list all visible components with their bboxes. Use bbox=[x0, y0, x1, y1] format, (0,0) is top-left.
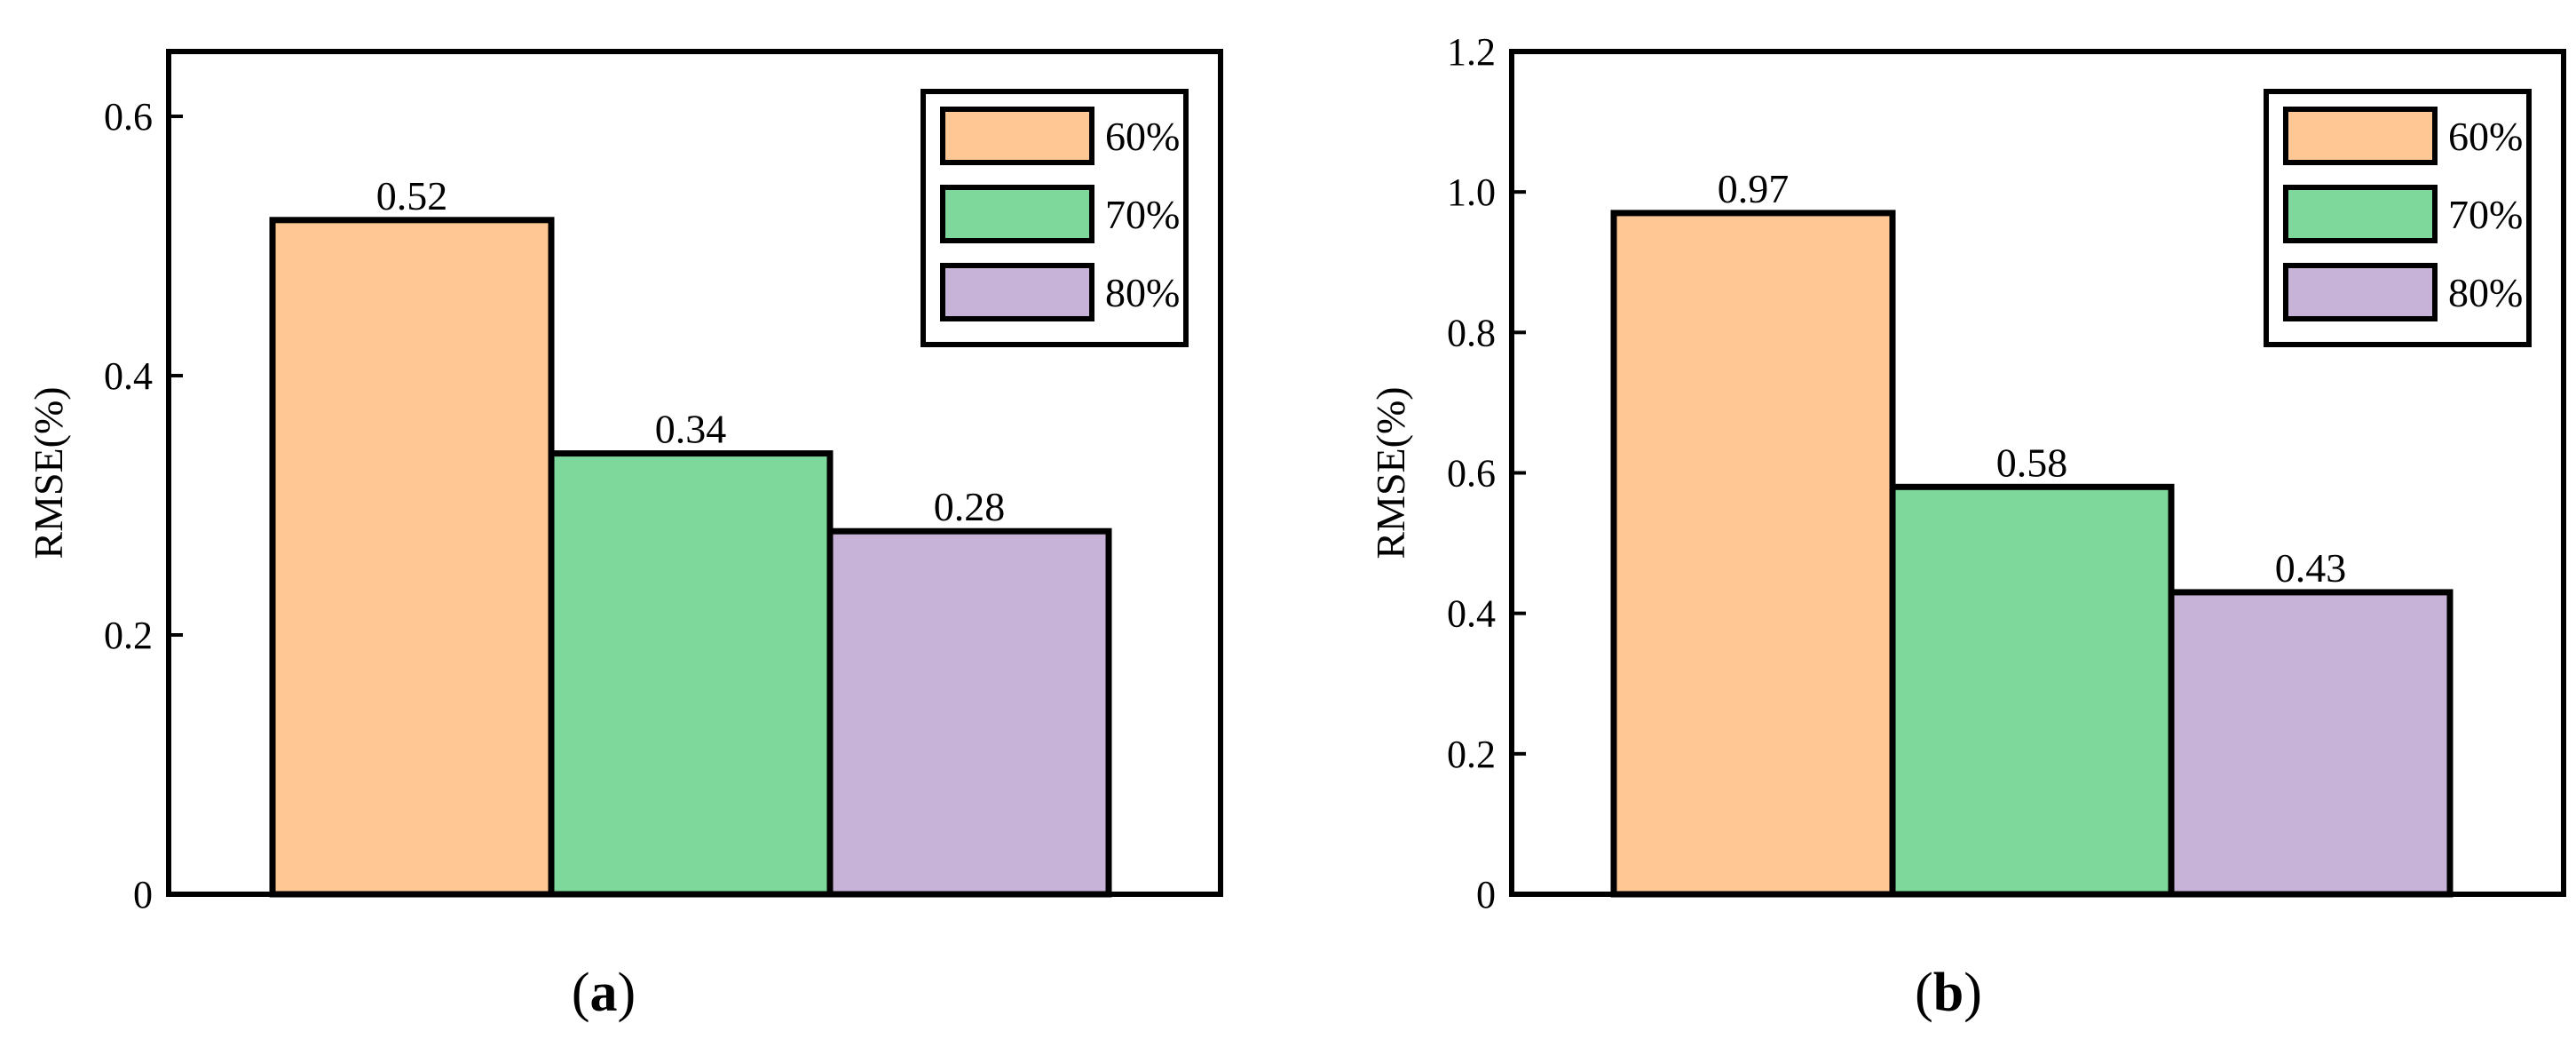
y-axis-title: RMSE(%) bbox=[26, 386, 71, 559]
legend-label: 70% bbox=[1105, 192, 1180, 237]
legend-swatch bbox=[2283, 107, 2438, 165]
y-tick-label: 0.6 bbox=[1447, 452, 1496, 496]
bar-80pct bbox=[826, 527, 1112, 898]
bar-70pct bbox=[1889, 483, 2175, 898]
legend-swatch bbox=[940, 263, 1094, 321]
y-tick-label: 0.4 bbox=[1447, 592, 1496, 636]
panel-label: (a) bbox=[572, 963, 636, 1023]
legend-label: 80% bbox=[1105, 270, 1180, 315]
y-tick-label: 0.6 bbox=[104, 95, 153, 139]
legend: 60% 70% 80% bbox=[921, 89, 1189, 347]
chart-panel-b: 0.97 0.58 0.43 0 0.2 0.4 0.6 0.8 1.0 1.2 RMSE(%) 60… bbox=[1368, 30, 2566, 1023]
bar-value-label: 0.43 bbox=[2275, 545, 2347, 591]
legend-swatch bbox=[2283, 185, 2438, 243]
y-tick-label: 1.0 bbox=[1447, 171, 1496, 214]
bar-value-label: 0.52 bbox=[376, 173, 448, 218]
y-axis-title: RMSE(%) bbox=[1368, 386, 1413, 559]
legend: 60% 70% 80% bbox=[2264, 89, 2532, 347]
legend-swatch bbox=[940, 107, 1094, 165]
legend-swatch bbox=[940, 185, 1094, 243]
legend-label: 70% bbox=[2448, 192, 2523, 237]
y-tick-label: 0.2 bbox=[104, 614, 153, 657]
legend-label: 60% bbox=[2448, 114, 2523, 159]
bar-60pct bbox=[269, 217, 555, 898]
panel-letter: b bbox=[1933, 963, 1964, 1023]
y-tick-label: 0.8 bbox=[1447, 311, 1496, 354]
y-tick-label: 0 bbox=[133, 873, 153, 916]
panel-letter: a bbox=[590, 963, 618, 1023]
y-tick-label: 0.2 bbox=[1447, 733, 1496, 776]
bar-value-label: 0.58 bbox=[1996, 440, 2068, 485]
legend-label: 80% bbox=[2448, 270, 2523, 315]
y-tick-label: 1.2 bbox=[1447, 30, 1496, 74]
bar-value-label: 0.34 bbox=[655, 407, 727, 452]
bar-value-label: 0.97 bbox=[1718, 166, 1790, 211]
legend-swatch bbox=[2283, 263, 2438, 321]
panel-label: (b) bbox=[1915, 963, 1982, 1023]
legend-label: 60% bbox=[1105, 114, 1180, 159]
chart-panel-a: 0.52 0.34 0.28 0 0.2 0.4 0.6 RMSE(%) 60% 70% 80% (a… bbox=[26, 49, 1223, 1023]
bar-60pct bbox=[1610, 210, 1896, 898]
bar-70pct bbox=[548, 450, 834, 898]
bar-value-label: 0.28 bbox=[934, 484, 1006, 529]
bar-80pct bbox=[2168, 589, 2454, 898]
y-tick-label: 0.4 bbox=[104, 354, 153, 398]
y-tick-label: 0 bbox=[1476, 873, 1496, 916]
plot-frame bbox=[166, 49, 1223, 897]
